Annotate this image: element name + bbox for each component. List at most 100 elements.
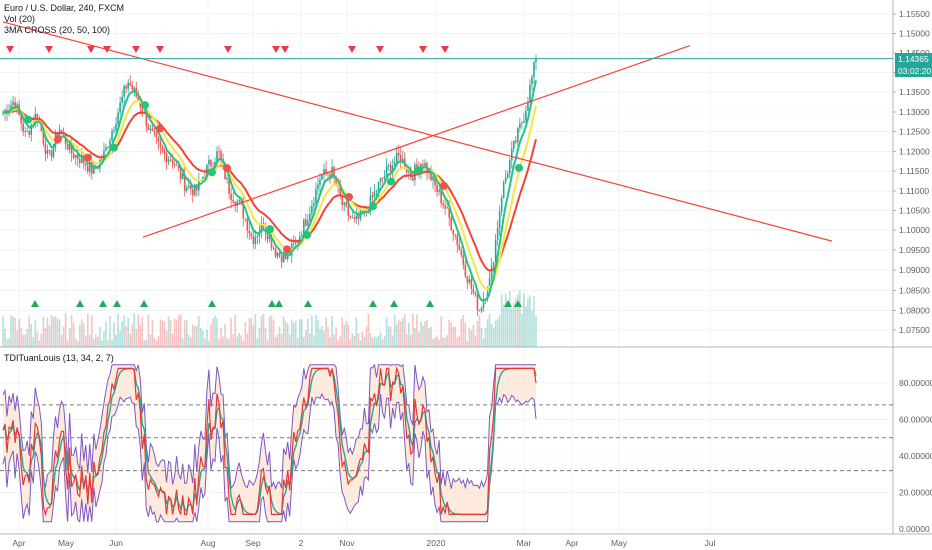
candle [476,291,479,316]
volume-bar [82,323,85,347]
volume-bar [337,340,339,347]
volume-bar [6,339,8,347]
candle-body [379,178,382,183]
volume-bar [504,293,507,347]
candle-body [412,177,414,181]
volume-bar [66,340,69,347]
y-tick-label: 1.09000 [899,265,930,275]
candle-body [512,140,515,149]
sell-signal-icon [272,46,280,53]
candle-body [76,154,79,160]
volume-bar [256,338,259,347]
candle [280,254,283,269]
candle-body [319,179,321,185]
candle-body [14,102,16,110]
volume-bar [252,325,255,347]
volume-bar [335,327,337,347]
candle [456,232,459,254]
x-tick-label: Mar [517,538,532,548]
volume-bar [80,319,83,347]
volume-bar [54,316,57,347]
candle [385,158,388,178]
volume-bar [173,318,176,347]
volume-bar [121,320,123,347]
candle-body [86,165,89,172]
candle [502,180,505,199]
candle-body [10,105,12,110]
volume-bar [24,334,27,347]
candle-body [191,189,194,196]
volume-bar [486,319,489,347]
volume-bar [323,330,325,347]
candle-body [371,195,374,198]
candle-body [82,155,85,164]
candle [321,174,323,181]
ma-cross-dot [303,230,311,239]
candle [276,251,279,260]
candle [454,234,457,240]
candle-body [525,110,527,121]
candle-body [311,205,313,214]
volume-bar [327,326,329,347]
candle-body [101,159,103,160]
candle [191,185,194,203]
volume-bar [109,316,111,347]
candle-body [464,264,467,277]
candle-body [482,300,485,308]
ma-cross-dot [54,135,62,144]
buy-signal-icon [304,300,312,307]
candle [301,231,303,237]
y-tick-label: 1.11000 [899,186,929,196]
candle-body [462,255,465,265]
candle-body [355,215,358,220]
candle-body [282,253,285,263]
candle-body [97,168,99,170]
x-tick-label: Nov [339,538,355,548]
candle [349,215,352,220]
candle [383,170,386,183]
candle-body [502,181,505,198]
volume-bar [210,324,212,347]
candle-body [442,203,444,206]
volume-bar [389,326,392,347]
candle-body [533,61,535,77]
candle-body [230,193,232,201]
candle-body [506,173,509,178]
tdi-lower-band [2,392,537,523]
volume-bar [246,333,249,347]
candle-body [93,166,95,174]
candle-body [147,126,150,130]
volume-bar [412,313,414,347]
volume-bar [307,318,309,347]
candle-body [48,150,51,151]
volume-bar [48,324,51,347]
candle-body [309,213,311,221]
candle-body [141,107,144,114]
candle [208,155,210,170]
candle-body [460,249,463,256]
buy-signal-icon [113,300,121,307]
candle-body [204,177,206,179]
candle-body [474,293,477,294]
y-tick-label: 1.07500 [899,325,930,335]
volume-bar [72,322,75,347]
tdi-upper-band [2,363,536,491]
volume-bar [294,320,297,347]
candle [113,126,115,134]
candle [26,127,29,132]
volume-bar [248,318,251,347]
volume-bar [191,324,194,347]
candle-body [159,141,162,147]
volume-bar [357,333,360,347]
volume-bar [280,333,283,347]
volume-bar [349,339,352,347]
candle [226,174,228,184]
candle [391,158,394,180]
volume-bar [254,314,257,347]
ma-cross-dot [156,124,164,133]
volume-bar [426,319,428,347]
volume-bar [454,326,457,347]
candle-body [189,185,192,190]
volume-bar [200,327,202,347]
